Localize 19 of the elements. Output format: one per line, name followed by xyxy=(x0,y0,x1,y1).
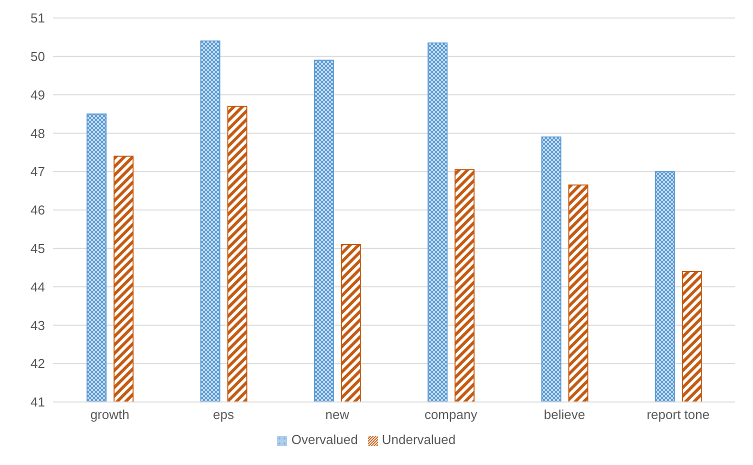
y-tick-label: 41 xyxy=(30,394,45,410)
x-tick-label: believe xyxy=(544,407,586,422)
y-tick-label: 47 xyxy=(30,164,45,180)
x-tick-label: eps xyxy=(213,407,234,422)
y-tick-label: 50 xyxy=(30,49,45,64)
y-tick-label: 44 xyxy=(30,279,45,294)
x-tick-label: company xyxy=(424,407,478,422)
x-tick-label: growth xyxy=(90,407,130,422)
legend-label: Undervalued xyxy=(382,432,456,447)
x-tick-label: new xyxy=(325,407,350,422)
y-tick-label: 46 xyxy=(30,202,45,218)
y-tick-label: 42 xyxy=(30,356,45,372)
y-tick-label: 45 xyxy=(30,241,45,256)
legend-label: Overvalued xyxy=(291,432,358,447)
y-tick-label: 51 xyxy=(30,10,45,26)
y-tick-label: 43 xyxy=(30,318,45,333)
x-tick-label: report tone xyxy=(646,407,710,422)
y-tick-label: 49 xyxy=(30,87,45,102)
y-tick-label: 48 xyxy=(30,126,45,141)
